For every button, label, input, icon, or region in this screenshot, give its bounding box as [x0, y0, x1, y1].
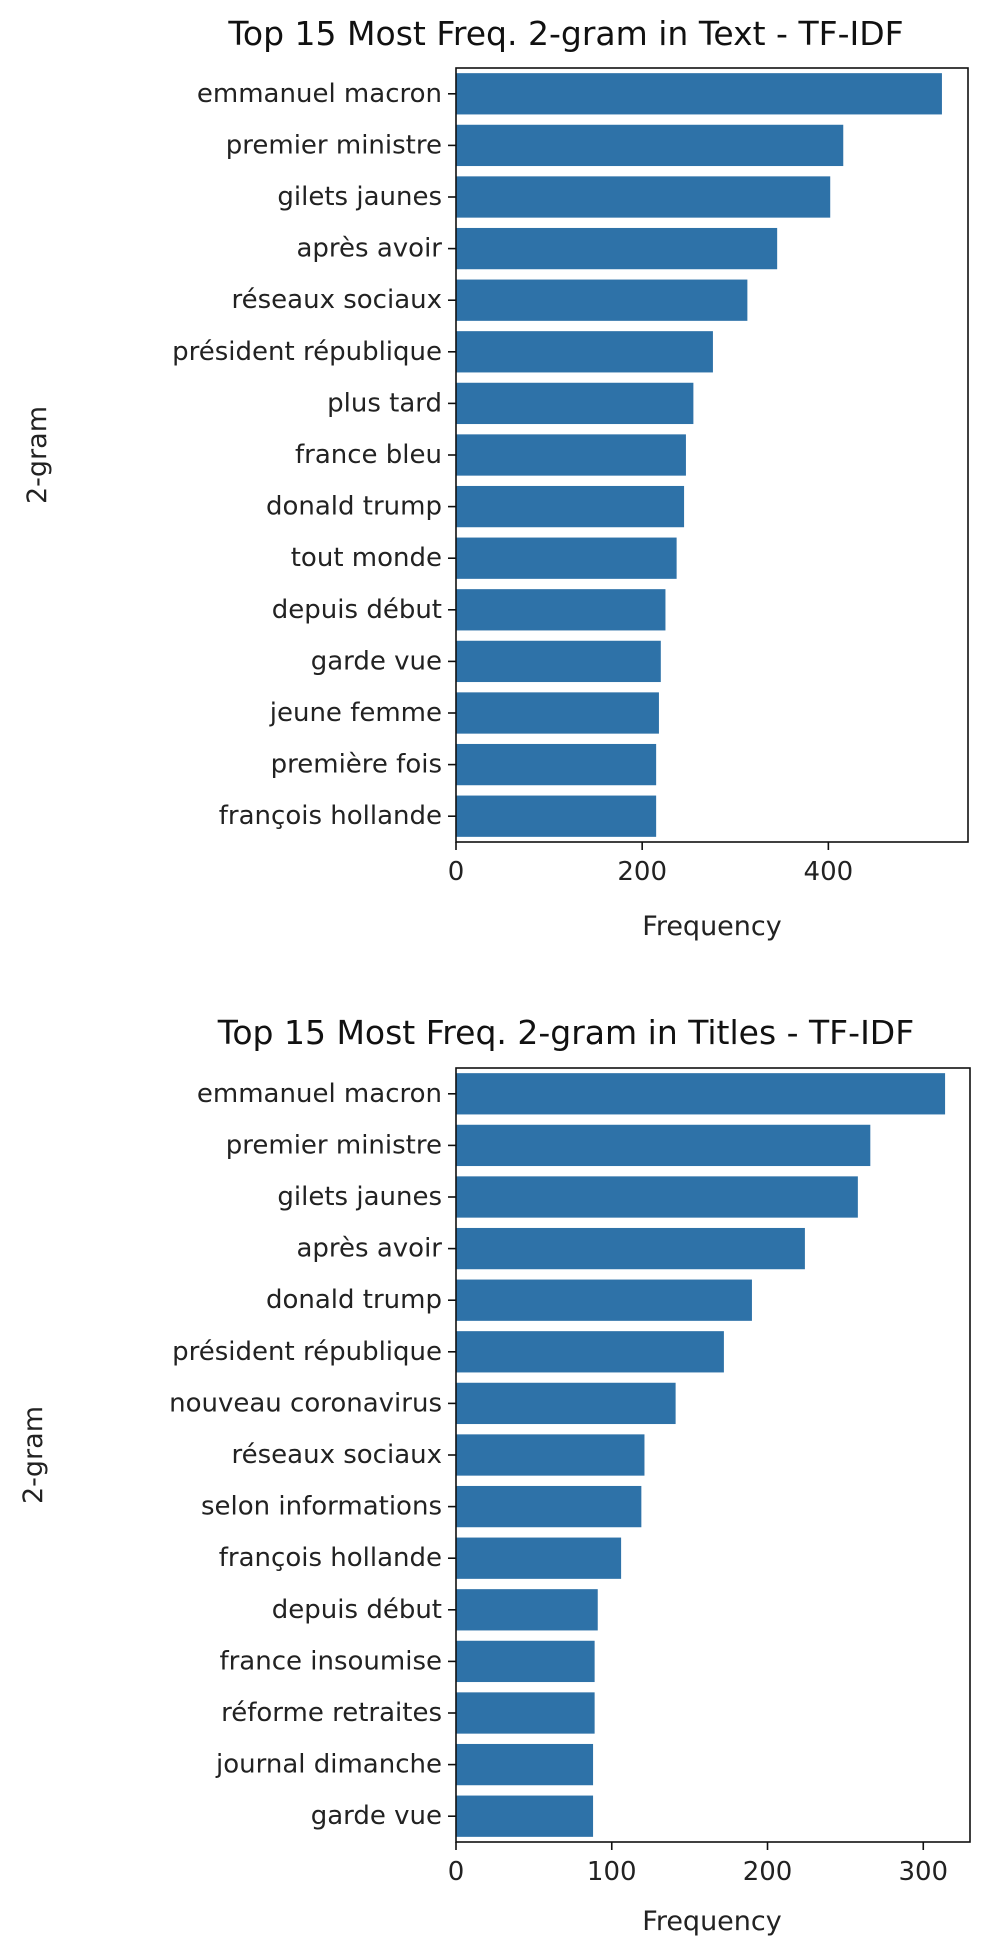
- y-tick-label: emmanuel macron: [197, 1079, 442, 1109]
- y-tick-label: depuis début: [272, 1595, 442, 1625]
- y-tick-label: après avoir: [296, 1234, 442, 1264]
- bar: [456, 1382, 676, 1425]
- y-tick-label: tout monde: [291, 543, 442, 573]
- chart-title: Top 15 Most Freq. 2-gram in Text - TF-ID…: [227, 14, 903, 53]
- x-tick-label: 0: [448, 857, 465, 887]
- x-tick-label: 300: [898, 1857, 948, 1887]
- bar: [456, 1073, 946, 1115]
- y-tick-label: france bleu: [295, 440, 442, 470]
- y-axis-label: 2-gram: [18, 1406, 49, 1504]
- bar: [456, 1640, 595, 1683]
- x-tick-label: 100: [587, 1857, 637, 1887]
- y-tick-label: président république: [172, 337, 442, 367]
- y-tick-label: après avoir: [296, 234, 442, 264]
- x-tick-label: 200: [617, 857, 667, 887]
- bar: [456, 692, 659, 734]
- x-tick-label: 400: [804, 857, 854, 887]
- y-tick-label: réforme retraites: [221, 1698, 442, 1728]
- chart-title: Top 15 Most Freq. 2-gram in Titles - TF-…: [217, 1013, 914, 1052]
- bar: [456, 382, 694, 425]
- y-tick-label: françois hollande: [219, 1543, 442, 1573]
- y-tick-label: selon informations: [201, 1492, 442, 1522]
- y-tick-label: première fois: [271, 750, 442, 780]
- x-ticks: 0 100 200 300: [448, 1842, 948, 1887]
- y-tick-label: gilets jaunes: [277, 1182, 442, 1212]
- bar: [456, 1124, 871, 1167]
- y-tick-label: président république: [172, 1337, 442, 1367]
- x-ticks: 0 200 400: [448, 842, 853, 887]
- chart-text-tfidf: Top 15 Most Freq. 2-gram in Text - TF-ID…: [22, 14, 969, 942]
- bar: [456, 124, 844, 167]
- x-axis-label: Frequency: [642, 1906, 782, 1937]
- y-tick-labels: emmanuel macron premier ministre gilets ja…: [172, 79, 456, 831]
- y-tick-label: depuis début: [272, 595, 442, 625]
- bars-group: [456, 73, 942, 837]
- y-tick-label: donald trump: [266, 1285, 442, 1315]
- bar: [456, 434, 686, 476]
- bar: [456, 1176, 858, 1218]
- bars-group: [456, 1073, 946, 1837]
- y-tick-label: plus tard: [327, 388, 442, 418]
- chart-titles-tfidf: Top 15 Most Freq. 2-gram in Titles - TF-…: [18, 1013, 971, 1937]
- y-tick-label: emmanuel macron: [197, 79, 442, 109]
- y-tick-label: nouveau coronavirus: [169, 1388, 442, 1418]
- bar: [456, 1279, 752, 1321]
- bar: [456, 227, 778, 270]
- y-tick-label: premier ministre: [226, 130, 442, 160]
- y-tick-labels: emmanuel macron premier ministre gilets ja…: [169, 1079, 456, 1831]
- y-tick-label: garde vue: [311, 646, 442, 676]
- bar: [456, 1485, 642, 1528]
- y-tick-label: journal dimanche: [215, 1750, 442, 1780]
- bar: [456, 1434, 645, 1476]
- bar: [456, 1227, 805, 1270]
- bar: [456, 1795, 594, 1837]
- bar: [456, 795, 657, 837]
- x-tick-label: 200: [743, 1857, 793, 1887]
- x-tick-label: 0: [448, 1857, 465, 1887]
- bar: [456, 176, 831, 218]
- y-tick-label: réseaux sociaux: [232, 285, 443, 315]
- bar: [456, 485, 685, 528]
- y-tick-label: jeune femme: [269, 698, 442, 728]
- bar: [456, 1589, 598, 1631]
- bar: [456, 640, 661, 683]
- y-tick-label: réseaux sociaux: [232, 1440, 443, 1470]
- y-tick-label: donald trump: [266, 492, 442, 522]
- y-tick-label: françois hollande: [219, 801, 442, 831]
- bar: [456, 73, 942, 115]
- y-tick-label: garde vue: [311, 1801, 442, 1831]
- bar: [456, 1537, 622, 1579]
- y-tick-label: france insoumise: [219, 1646, 442, 1676]
- bar: [456, 743, 657, 786]
- bar: [456, 1692, 595, 1734]
- x-axis-label: Frequency: [642, 911, 782, 942]
- bar: [456, 589, 666, 631]
- bar: [456, 1743, 594, 1786]
- y-tick-label: premier ministre: [226, 1130, 442, 1160]
- y-tick-label: gilets jaunes: [277, 182, 442, 212]
- bar: [456, 331, 713, 373]
- y-axis-label: 2-gram: [22, 406, 53, 504]
- bar: [456, 279, 748, 321]
- bar: [456, 537, 677, 579]
- bar: [456, 1331, 724, 1373]
